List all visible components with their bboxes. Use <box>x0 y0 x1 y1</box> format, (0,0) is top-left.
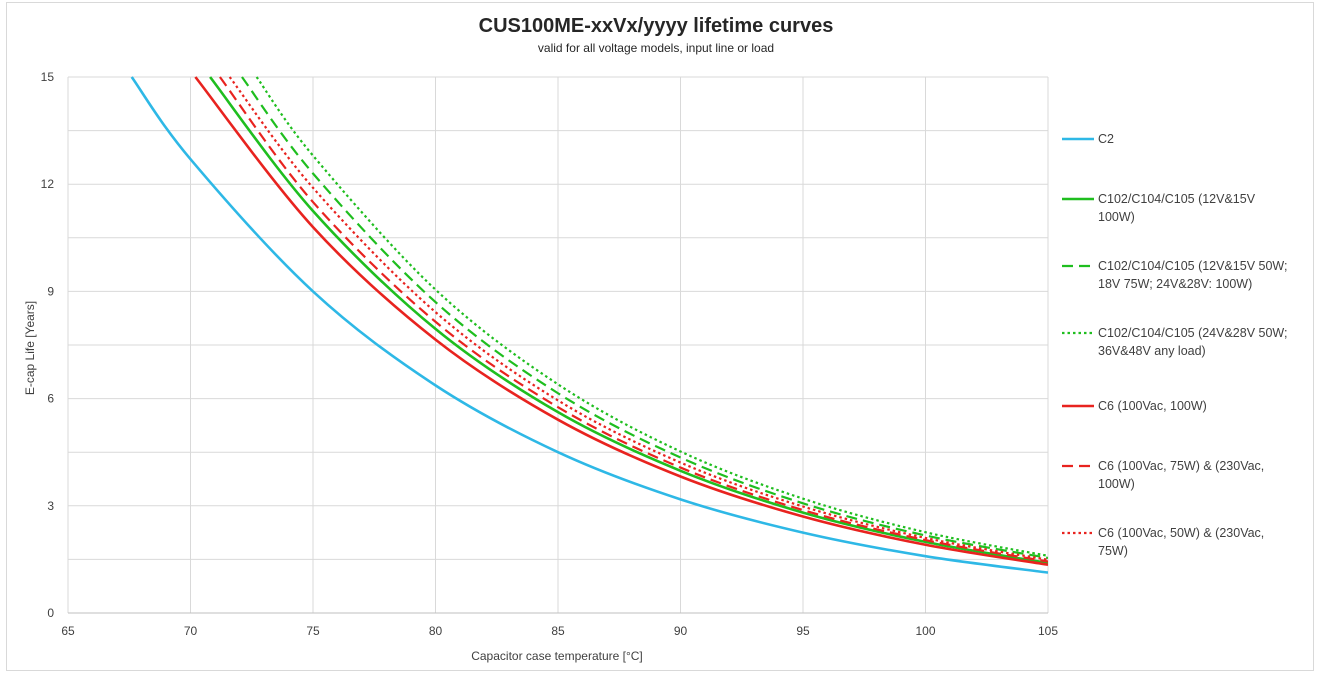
series-line-2 <box>209 76 1048 565</box>
y-tick-label: 9 <box>47 284 54 298</box>
x-tick-label: 85 <box>551 624 565 638</box>
legend-entry-6: C6 (100Vac, 75W) & (230Vac, 100W) <box>1062 459 1264 491</box>
grid <box>67 76 1049 614</box>
legend-entry-3: C102/C104/C105 (12V&15V 50W; 18V 75W; 24V… <box>1062 259 1287 291</box>
x-tick-label: 100 <box>915 624 935 638</box>
y-tick-label: 0 <box>47 606 54 620</box>
legend-label: 75W) <box>1098 544 1128 558</box>
chart-title: CUS100ME-xxVx/yyyy lifetime curves <box>479 15 834 37</box>
legend-label: 100W) <box>1098 477 1135 491</box>
x-tick-label: 90 <box>674 624 688 638</box>
x-tick-label: 105 <box>1038 624 1058 638</box>
y-tick-label: 3 <box>47 499 54 513</box>
y-axis-label: E-cap Life [Years] <box>23 301 37 395</box>
series-line-5 <box>194 76 1048 567</box>
legend-entry-1: C2 <box>1062 132 1114 146</box>
x-tick-label: 80 <box>429 624 443 638</box>
x-axis-label: Capacitor case temperature [°C] <box>471 649 643 663</box>
chart-subtitle: valid for all voltage models, input line… <box>538 41 774 55</box>
x-tick-label: 70 <box>184 624 198 638</box>
series-line-4 <box>255 76 1048 557</box>
legend-label: C102/C104/C105 (12V&15V 50W; <box>1098 259 1287 273</box>
legend-label: C2 <box>1098 132 1114 146</box>
legend-entry-7: C6 (100Vac, 50W) & (230Vac, 75W) <box>1062 526 1264 558</box>
legend-label: 100W) <box>1098 210 1135 224</box>
y-tick-label: 15 <box>41 70 55 84</box>
legend-entry-4: C102/C104/C105 (24V&28V 50W; 36V&48V any … <box>1062 326 1287 358</box>
legend-entry-5: C6 (100Vac, 100W) <box>1062 399 1207 413</box>
legend-label: C102/C104/C105 (24V&28V 50W; <box>1098 326 1287 340</box>
legend-label: 18V 75W; 24V&28V: 100W) <box>1098 277 1252 291</box>
legend-label: C6 (100Vac, 50W) & (230Vac, <box>1098 526 1264 540</box>
x-tick-label: 95 <box>796 624 810 638</box>
legend-label: 36V&48V any load) <box>1098 344 1206 358</box>
x-tick-label: 75 <box>306 624 320 638</box>
legend-label: C6 (100Vac, 75W) & (230Vac, <box>1098 459 1264 473</box>
y-tick-label: 6 <box>47 392 54 406</box>
x-tick-label: 65 <box>61 624 75 638</box>
series-line-1 <box>130 76 1048 574</box>
legend-label: C6 (100Vac, 100W) <box>1098 399 1207 413</box>
plot-area <box>130 76 1048 574</box>
series-line-3 <box>241 76 1048 560</box>
axes: 65 70 75 80 85 90 95 100 105 0 3 6 9 12 15 <box>41 70 1059 638</box>
legend-entry-2: C102/C104/C105 (12V&15V 100W) <box>1062 192 1256 224</box>
series-line-7 <box>228 76 1048 561</box>
legend-label: C102/C104/C105 (12V&15V <box>1098 192 1256 206</box>
y-tick-label: 12 <box>41 177 55 191</box>
